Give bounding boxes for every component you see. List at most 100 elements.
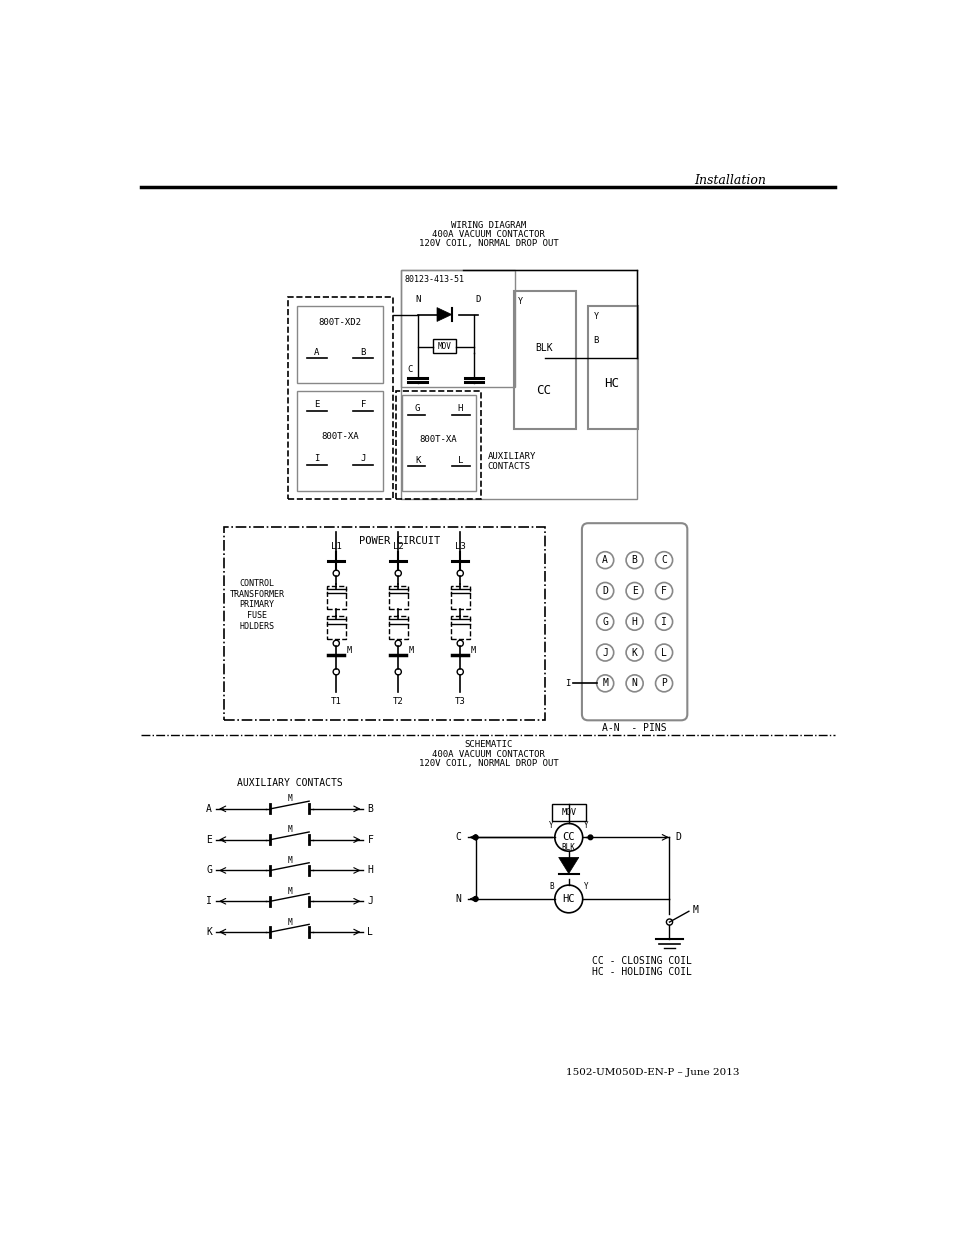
Circle shape bbox=[395, 640, 401, 646]
Circle shape bbox=[625, 674, 642, 692]
Bar bbox=[224, 527, 545, 720]
Circle shape bbox=[456, 668, 463, 674]
Text: F: F bbox=[360, 400, 366, 409]
Text: SCHEMATIC: SCHEMATIC bbox=[464, 741, 513, 750]
Text: L3: L3 bbox=[455, 542, 465, 551]
Text: CONTACTS: CONTACTS bbox=[487, 462, 530, 471]
Text: TRANSFORMER: TRANSFORMER bbox=[230, 589, 284, 599]
Text: M: M bbox=[287, 825, 292, 834]
Text: I: I bbox=[564, 679, 570, 688]
Text: G: G bbox=[601, 616, 607, 626]
Text: T2: T2 bbox=[393, 697, 403, 705]
Text: B: B bbox=[360, 348, 366, 357]
Text: P: P bbox=[660, 678, 666, 688]
Circle shape bbox=[625, 583, 642, 599]
Text: M: M bbox=[601, 678, 607, 688]
Circle shape bbox=[655, 614, 672, 630]
Text: Y: Y bbox=[593, 312, 598, 321]
Bar bbox=[433, 340, 456, 353]
Text: 1502-UM050D-EN-P – June 2013: 1502-UM050D-EN-P – June 2013 bbox=[565, 1068, 739, 1077]
Text: BLK: BLK bbox=[561, 842, 575, 852]
Text: MOV: MOV bbox=[437, 342, 451, 351]
Text: N: N bbox=[415, 295, 420, 304]
Circle shape bbox=[655, 645, 672, 661]
Circle shape bbox=[655, 583, 672, 599]
Text: 400A VACUUM CONTACTOR: 400A VACUUM CONTACTOR bbox=[432, 750, 545, 758]
Text: D: D bbox=[475, 295, 480, 304]
Bar bbox=[389, 585, 407, 609]
Text: 80123-413-51: 80123-413-51 bbox=[404, 274, 464, 284]
Text: AUXILIARY: AUXILIARY bbox=[487, 452, 536, 461]
Text: M: M bbox=[409, 646, 414, 655]
Text: T3: T3 bbox=[455, 697, 465, 705]
Circle shape bbox=[655, 552, 672, 568]
Circle shape bbox=[666, 919, 672, 925]
Bar bbox=[587, 306, 638, 430]
Text: H: H bbox=[631, 616, 637, 626]
Circle shape bbox=[456, 640, 463, 646]
Text: M: M bbox=[287, 918, 292, 926]
Text: D: D bbox=[601, 585, 607, 597]
Circle shape bbox=[333, 640, 339, 646]
Text: L: L bbox=[367, 927, 373, 937]
Circle shape bbox=[555, 885, 582, 913]
Text: M: M bbox=[287, 887, 292, 895]
Text: Y: Y bbox=[583, 820, 587, 830]
Circle shape bbox=[655, 674, 672, 692]
Text: J: J bbox=[360, 454, 366, 463]
Bar bbox=[297, 306, 382, 383]
Bar bbox=[551, 804, 585, 821]
Text: 800T-XA: 800T-XA bbox=[321, 432, 358, 441]
Text: C: C bbox=[407, 366, 412, 374]
Text: A-N  - PINS: A-N - PINS bbox=[601, 722, 666, 734]
Bar bbox=[327, 616, 345, 640]
Text: Y: Y bbox=[549, 820, 554, 830]
Text: E: E bbox=[314, 400, 319, 409]
Text: 120V COIL, NORMAL DROP OUT: 120V COIL, NORMAL DROP OUT bbox=[418, 240, 558, 248]
Text: 120V COIL, NORMAL DROP OUT: 120V COIL, NORMAL DROP OUT bbox=[418, 760, 558, 768]
Text: F: F bbox=[660, 585, 666, 597]
Text: HC - HOLDING COIL: HC - HOLDING COIL bbox=[592, 967, 691, 977]
Bar bbox=[400, 270, 514, 387]
Circle shape bbox=[625, 552, 642, 568]
Text: L1: L1 bbox=[331, 542, 341, 551]
Text: L2: L2 bbox=[393, 542, 403, 551]
Text: B: B bbox=[367, 804, 373, 814]
Circle shape bbox=[555, 824, 582, 851]
Circle shape bbox=[596, 552, 613, 568]
Text: D: D bbox=[675, 832, 681, 842]
Text: WIRING DIAGRAM: WIRING DIAGRAM bbox=[451, 221, 526, 230]
Text: N: N bbox=[456, 894, 461, 904]
Text: AUXILIARY CONTACTS: AUXILIARY CONTACTS bbox=[236, 778, 342, 788]
Text: POWER CIRCUIT: POWER CIRCUIT bbox=[358, 536, 440, 546]
Text: A: A bbox=[601, 556, 607, 566]
Text: CONTROL: CONTROL bbox=[239, 579, 274, 588]
Text: T1: T1 bbox=[331, 697, 341, 705]
Bar bbox=[451, 585, 469, 609]
Text: 800T-XA: 800T-XA bbox=[419, 435, 456, 443]
Text: I: I bbox=[660, 616, 666, 626]
Text: J: J bbox=[367, 897, 373, 906]
Text: M: M bbox=[471, 646, 476, 655]
Text: B: B bbox=[631, 556, 637, 566]
Text: B: B bbox=[549, 882, 554, 892]
Text: G: G bbox=[415, 404, 420, 412]
Text: C: C bbox=[660, 556, 666, 566]
Text: C: C bbox=[456, 832, 461, 842]
Text: H: H bbox=[367, 866, 373, 876]
Text: E: E bbox=[206, 835, 212, 845]
Bar bbox=[327, 585, 345, 609]
Text: Installation: Installation bbox=[694, 174, 765, 186]
Text: L: L bbox=[660, 647, 666, 657]
Text: M: M bbox=[287, 856, 292, 864]
Text: HC: HC bbox=[603, 377, 618, 389]
Circle shape bbox=[473, 897, 477, 902]
Text: Y: Y bbox=[583, 882, 587, 892]
FancyBboxPatch shape bbox=[581, 524, 686, 720]
Text: M: M bbox=[347, 646, 352, 655]
Text: A: A bbox=[314, 348, 319, 357]
Text: B: B bbox=[593, 336, 598, 346]
Circle shape bbox=[625, 645, 642, 661]
Bar bbox=[395, 390, 480, 499]
Text: A: A bbox=[206, 804, 212, 814]
